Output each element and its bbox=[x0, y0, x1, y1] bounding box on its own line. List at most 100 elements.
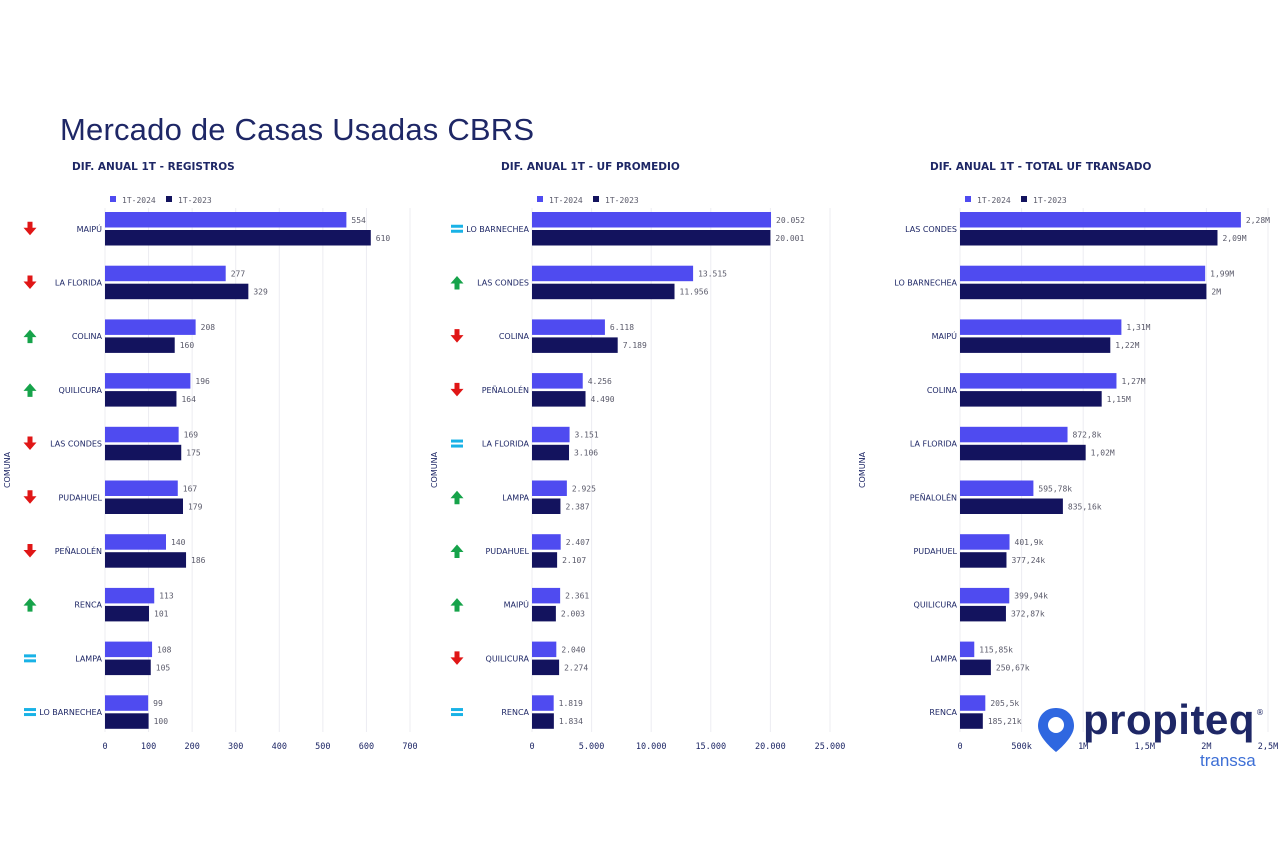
arrow-down-icon-0 bbox=[23, 221, 37, 236]
bar-2023-9 bbox=[532, 713, 554, 729]
category-label-3: COLINA bbox=[927, 386, 958, 395]
bar-2023-2 bbox=[105, 337, 175, 353]
category-label-2: COLINA bbox=[499, 332, 530, 341]
logo-subtitle: transsa bbox=[1200, 751, 1256, 770]
category-label-1: LA FLORIDA bbox=[55, 278, 103, 287]
bar-2024-0 bbox=[105, 212, 347, 228]
x-tick-label-1: 5.000 bbox=[579, 742, 605, 752]
category-label-5: PEÑALOLÉN bbox=[910, 491, 957, 502]
data-label-2023-3: 4.490 bbox=[591, 395, 615, 404]
arrow-down-icon-2 bbox=[450, 329, 464, 343]
bar-2023-3 bbox=[532, 391, 586, 407]
data-label-2024-1: 1,99M bbox=[1210, 269, 1234, 278]
arrow-up-icon-7 bbox=[450, 598, 464, 612]
bar-2023-2 bbox=[532, 337, 618, 353]
data-label-2024-3: 1,27M bbox=[1121, 377, 1145, 386]
category-label-5: LAMPA bbox=[502, 493, 529, 502]
data-label-2023-2: 160 bbox=[180, 341, 195, 350]
data-label-2024-6: 401,9k bbox=[1015, 538, 1044, 547]
data-label-2024-5: 2.925 bbox=[572, 484, 596, 493]
bar-2023-1 bbox=[105, 283, 249, 300]
category-label-0: MAIPÚ bbox=[77, 223, 103, 234]
arrow-down-icon-4 bbox=[23, 436, 37, 451]
data-label-2024-6: 2.407 bbox=[566, 538, 590, 547]
bar-2024-1 bbox=[532, 265, 694, 282]
category-label-2: MAIPÚ bbox=[932, 330, 958, 341]
bar-2024-2 bbox=[532, 319, 605, 335]
x-tick-label-0: 0 bbox=[957, 742, 962, 752]
data-label-2023-1: 2M bbox=[1211, 287, 1221, 296]
bar-2023-7 bbox=[532, 605, 556, 622]
x-tick-label-2: 10.000 bbox=[636, 742, 667, 752]
data-label-2024-9: 205,5k bbox=[990, 699, 1019, 708]
legend-swatch-1 bbox=[1021, 196, 1027, 202]
data-label-2024-3: 196 bbox=[195, 377, 210, 386]
map-pin-icon bbox=[1038, 708, 1074, 752]
legend-swatch-1 bbox=[593, 196, 599, 202]
legend-label-0: 1T-2024 bbox=[122, 196, 156, 205]
category-label-4: LA FLORIDA bbox=[482, 440, 530, 449]
logo-name: propiteq bbox=[1083, 696, 1255, 743]
category-label-7: RENCA bbox=[74, 601, 102, 610]
data-label-2024-4: 169 bbox=[184, 431, 199, 440]
bar-2023-3 bbox=[105, 391, 177, 407]
x-tick-label-5: 2,5M bbox=[1258, 742, 1278, 752]
bar-2024-1 bbox=[105, 265, 226, 282]
data-label-2024-7: 399,94k bbox=[1014, 592, 1048, 601]
legend-swatch-0 bbox=[965, 196, 971, 202]
arrow-up-icon-6 bbox=[450, 544, 464, 558]
data-label-2024-7: 113 bbox=[159, 592, 174, 601]
bar-2023-9 bbox=[105, 713, 149, 729]
category-label-1: LO BARNECHEA bbox=[894, 278, 957, 287]
bar-2023-7 bbox=[960, 605, 1006, 622]
data-label-2023-9: 100 bbox=[154, 717, 169, 726]
category-label-3: PEÑALOLÉN bbox=[482, 384, 529, 395]
bar-2023-9 bbox=[960, 713, 983, 729]
arrow-down-icon-1 bbox=[23, 275, 37, 289]
data-label-2024-2: 6.118 bbox=[610, 323, 634, 332]
data-label-2023-6: 2.107 bbox=[562, 556, 586, 565]
bar-2024-3 bbox=[960, 373, 1117, 389]
data-label-2023-5: 835,16k bbox=[1068, 502, 1102, 511]
bar-2024-7 bbox=[105, 587, 155, 604]
data-label-2023-3: 164 bbox=[181, 395, 196, 404]
data-label-2024-1: 13.515 bbox=[698, 269, 727, 278]
bar-2023-2 bbox=[960, 337, 1111, 353]
y-axis-title: COMUNA bbox=[3, 451, 12, 488]
equal-icon-0 bbox=[451, 224, 463, 233]
bar-2024-7 bbox=[532, 587, 561, 604]
data-label-2023-4: 3.106 bbox=[574, 449, 598, 458]
x-tick-label-1: 500k bbox=[1011, 742, 1031, 752]
category-label-6: PUDAHUEL bbox=[485, 547, 529, 556]
category-label-7: MAIPÚ bbox=[504, 599, 530, 610]
data-label-2024-9: 1.819 bbox=[559, 699, 583, 708]
chart-uf-promedio: DIF. ANUAL 1T - UF PROMEDIO 1T-2024 1T-202… bbox=[430, 161, 845, 752]
x-tick-label-3: 15.000 bbox=[695, 742, 726, 752]
category-label-5: PUDAHUEL bbox=[58, 493, 102, 502]
data-label-2023-5: 179 bbox=[188, 502, 203, 511]
category-label-8: QUILICURA bbox=[486, 654, 530, 663]
category-label-0: LAS CONDES bbox=[905, 225, 957, 234]
bar-2023-4 bbox=[105, 444, 182, 461]
data-label-2024-5: 167 bbox=[183, 484, 198, 493]
x-tick-label-4: 400 bbox=[272, 742, 287, 752]
category-label-4: LAS CONDES bbox=[50, 440, 102, 449]
bar-2023-0 bbox=[960, 230, 1218, 246]
bar-2024-0 bbox=[960, 212, 1241, 228]
x-tick-label-1: 100 bbox=[141, 742, 156, 752]
arrow-down-icon-3 bbox=[450, 382, 464, 397]
x-tick-label-7: 700 bbox=[402, 742, 417, 752]
category-label-2: COLINA bbox=[72, 332, 103, 341]
data-label-2024-0: 2,28M bbox=[1246, 216, 1270, 225]
data-label-2024-8: 108 bbox=[157, 645, 172, 654]
bar-2024-0 bbox=[532, 212, 772, 228]
category-label-6: PEÑALOLÉN bbox=[55, 545, 102, 556]
category-label-7: QUILICURA bbox=[914, 601, 958, 610]
data-label-2023-8: 250,67k bbox=[996, 663, 1030, 672]
category-label-8: LAMPA bbox=[930, 654, 957, 663]
chart-title: DIF. ANUAL 1T - TOTAL UF TRANSADO bbox=[930, 161, 1151, 173]
bar-2024-8 bbox=[960, 641, 975, 658]
bar-2023-1 bbox=[960, 283, 1207, 300]
bar-2023-6 bbox=[532, 552, 558, 568]
x-tick-label-3: 300 bbox=[228, 742, 243, 752]
